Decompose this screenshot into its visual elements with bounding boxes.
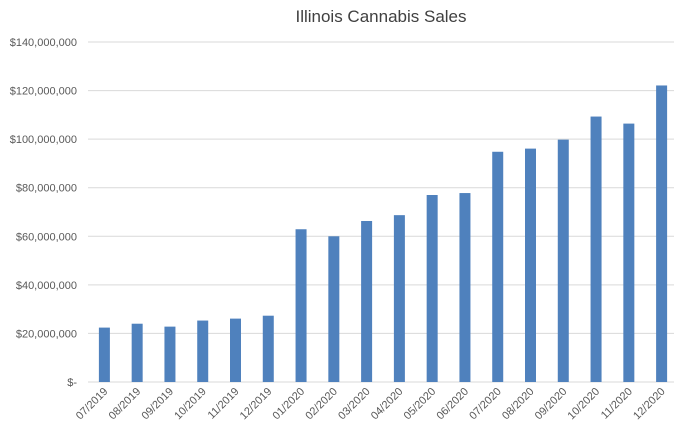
y-tick-label: $20,000,000 <box>16 328 77 340</box>
y-tick-label: $40,000,000 <box>16 280 77 292</box>
x-tick-label: 07/2020 <box>467 386 504 423</box>
bar-06-2020 <box>459 193 471 382</box>
x-tick-label: 10/2019 <box>172 386 209 423</box>
bar-07-2020 <box>492 151 504 382</box>
bar-04-2020 <box>393 215 405 382</box>
x-tick-label: 04/2020 <box>369 386 406 423</box>
bar-12-2020 <box>656 85 668 382</box>
x-tick-label: 01/2020 <box>271 386 308 423</box>
x-tick-label: 08/2020 <box>500 386 537 423</box>
x-tick-label: 07/2019 <box>74 386 111 423</box>
y-tick-label: $140,000,000 <box>10 37 77 49</box>
y-tick-label: $120,000,000 <box>10 86 77 98</box>
bar-02-2020 <box>328 236 340 382</box>
x-tick-label: 02/2020 <box>303 386 340 423</box>
bar-08-2020 <box>525 148 536 382</box>
y-tick-label: $80,000,000 <box>16 183 77 195</box>
bar-12-2019 <box>262 315 274 382</box>
bar-09-2019 <box>164 326 176 382</box>
x-tick-label: 05/2020 <box>402 386 439 423</box>
y-tick-label: $100,000,000 <box>10 134 77 146</box>
bar-11-2020 <box>623 123 635 382</box>
x-tick-label: 12/2019 <box>238 386 275 423</box>
bar-05-2020 <box>426 195 438 382</box>
bar-03-2020 <box>361 220 373 382</box>
x-tick-label: 10/2020 <box>566 386 603 423</box>
x-tick-label: 11/2020 <box>599 386 635 422</box>
x-tick-label: 11/2019 <box>206 386 242 422</box>
x-tick-label: 09/2019 <box>139 386 176 423</box>
bar-09-2020 <box>557 139 569 382</box>
y-tick-label: $- <box>67 377 77 389</box>
x-tick-label: 06/2020 <box>434 386 471 423</box>
bar-07-2019 <box>98 327 110 382</box>
bar-10-2020 <box>590 116 602 383</box>
x-tick-label: 12/2020 <box>631 386 668 423</box>
bar-01-2020 <box>295 229 307 382</box>
bar-11-2019 <box>230 318 241 382</box>
bar-10-2019 <box>197 320 209 382</box>
x-tick-label: 03/2020 <box>336 386 373 423</box>
y-tick-label: $60,000,000 <box>16 231 77 243</box>
x-tick-label: 09/2020 <box>533 386 570 423</box>
bar-08-2019 <box>131 323 143 382</box>
x-tick-label: 08/2019 <box>107 386 144 423</box>
chart-title: Illinois Cannabis Sales <box>295 7 466 26</box>
